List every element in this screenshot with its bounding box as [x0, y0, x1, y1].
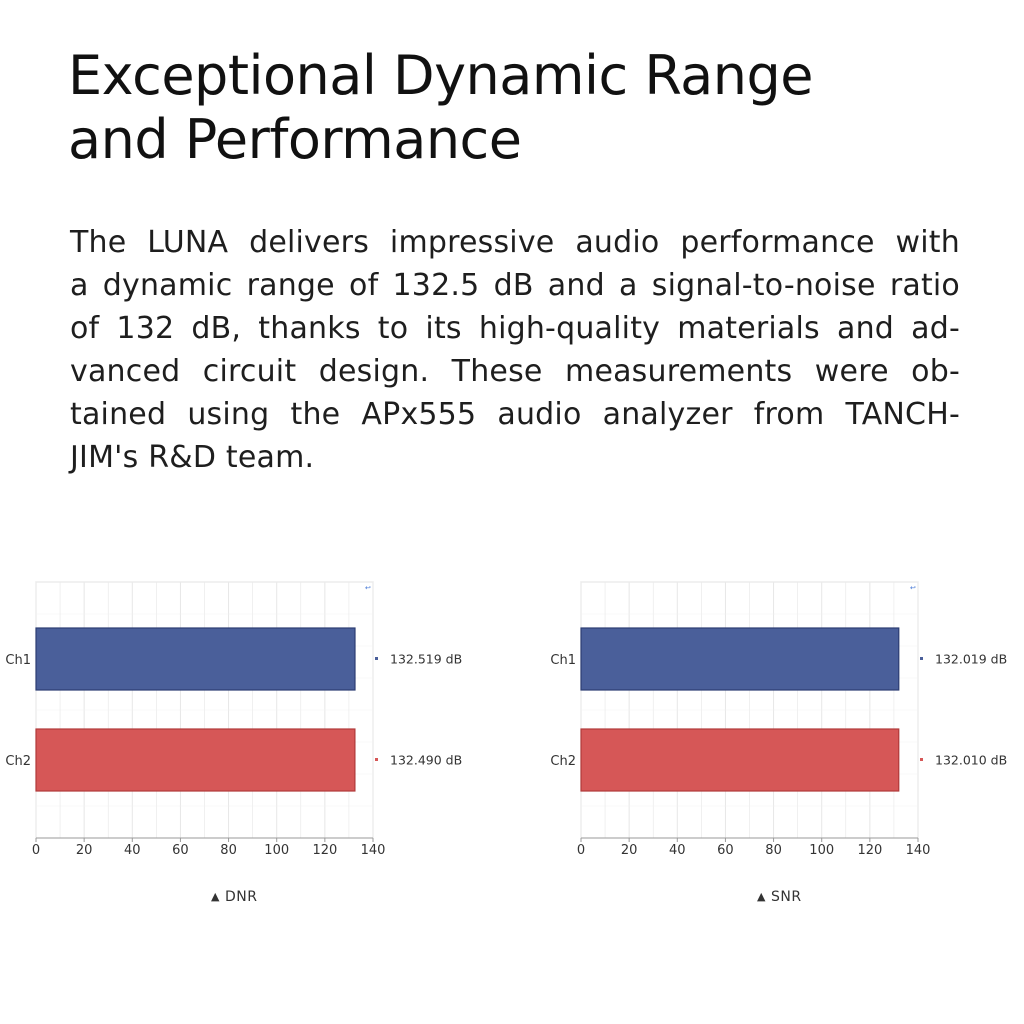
page-title: Exceptional Dynamic Range and Performanc…	[68, 44, 968, 172]
dnr-value-label: 132.490 dB	[390, 753, 462, 768]
snr-tick-label: 100	[809, 843, 834, 858]
snr-value-label: 132.019 dB	[935, 652, 1007, 667]
snr-legend-marker	[920, 758, 923, 761]
description-paragraph: The LUNA delivers impressive audio perfo…	[70, 221, 960, 479]
dnr-caption: ▲ DNR	[211, 889, 257, 905]
snr-caption: ▲ SNR	[757, 889, 802, 905]
dnr-tick-label: 100	[264, 843, 289, 858]
snr-tick-label: 120	[857, 843, 882, 858]
snr-tick-label: 140	[906, 843, 931, 858]
dnr-tick-label: 20	[76, 843, 93, 858]
dnr-tick-label: 40	[124, 843, 141, 858]
page-title-line-1: Exceptional Dynamic Range	[68, 44, 813, 107]
description-line-4: vanced circuit design. These measurement…	[70, 354, 960, 389]
snr-tick-label: 80	[765, 843, 782, 858]
settings-icon: ↩	[910, 584, 916, 592]
description-line-6: JIM's R&D team.	[70, 440, 315, 475]
snr-tick-label: 0	[577, 843, 585, 858]
dnr-chart: ↩ Ch1 132.519 dB Ch2 132.490 dB 0 20 40 60 80 100 1…	[5, 581, 462, 858]
triangle-icon: ▲	[211, 890, 220, 903]
snr-tick-label: 40	[669, 843, 686, 858]
snr-caption-label: SNR	[770, 889, 802, 905]
snr-bar-ch1	[580, 627, 900, 691]
triangle-icon: ▲	[757, 890, 766, 903]
dnr-tick-label: 80	[220, 843, 237, 858]
dnr-tick-label: 0	[32, 843, 40, 858]
description-line-5: tained using the APx555 audio analyzer f…	[70, 397, 960, 432]
snr-bar-ch2	[580, 728, 900, 792]
page-title-line-2: and Performance	[68, 108, 522, 171]
snr-chart: ↩ Ch1 132.019 dB Ch2 132.010 dB 0 20 40 60 80 100 1…	[550, 581, 1007, 858]
dnr-caption-label: DNR	[224, 889, 258, 905]
dnr-category-label: Ch1	[5, 653, 31, 668]
dnr-bar-ch2	[35, 728, 356, 792]
dnr-tick-label: 60	[172, 843, 189, 858]
snr-tick-label: 20	[621, 843, 638, 858]
dnr-legend-marker	[375, 657, 378, 660]
dnr-tick-label: 140	[361, 843, 386, 858]
dnr-category-label: Ch2	[5, 754, 31, 769]
snr-category-label: Ch1	[550, 653, 576, 668]
dnr-value-label: 132.519 dB	[390, 652, 462, 667]
snr-category-label: Ch2	[550, 754, 576, 769]
description-line-1: The LUNA delivers impressive audio perfo…	[70, 225, 960, 260]
snr-tick-label: 60	[717, 843, 734, 858]
snr-legend-marker	[920, 657, 923, 660]
description-line-3: of 132 dB, thanks to its high-quality ma…	[70, 311, 960, 346]
settings-icon: ↩	[365, 584, 371, 592]
snr-value-label: 132.010 dB	[935, 753, 1007, 768]
dnr-tick-label: 120	[312, 843, 337, 858]
description-line-2: a dynamic range of 132.5 dB and a signal…	[70, 268, 960, 303]
dnr-legend-marker	[375, 758, 378, 761]
dnr-bar-ch1	[35, 627, 356, 691]
